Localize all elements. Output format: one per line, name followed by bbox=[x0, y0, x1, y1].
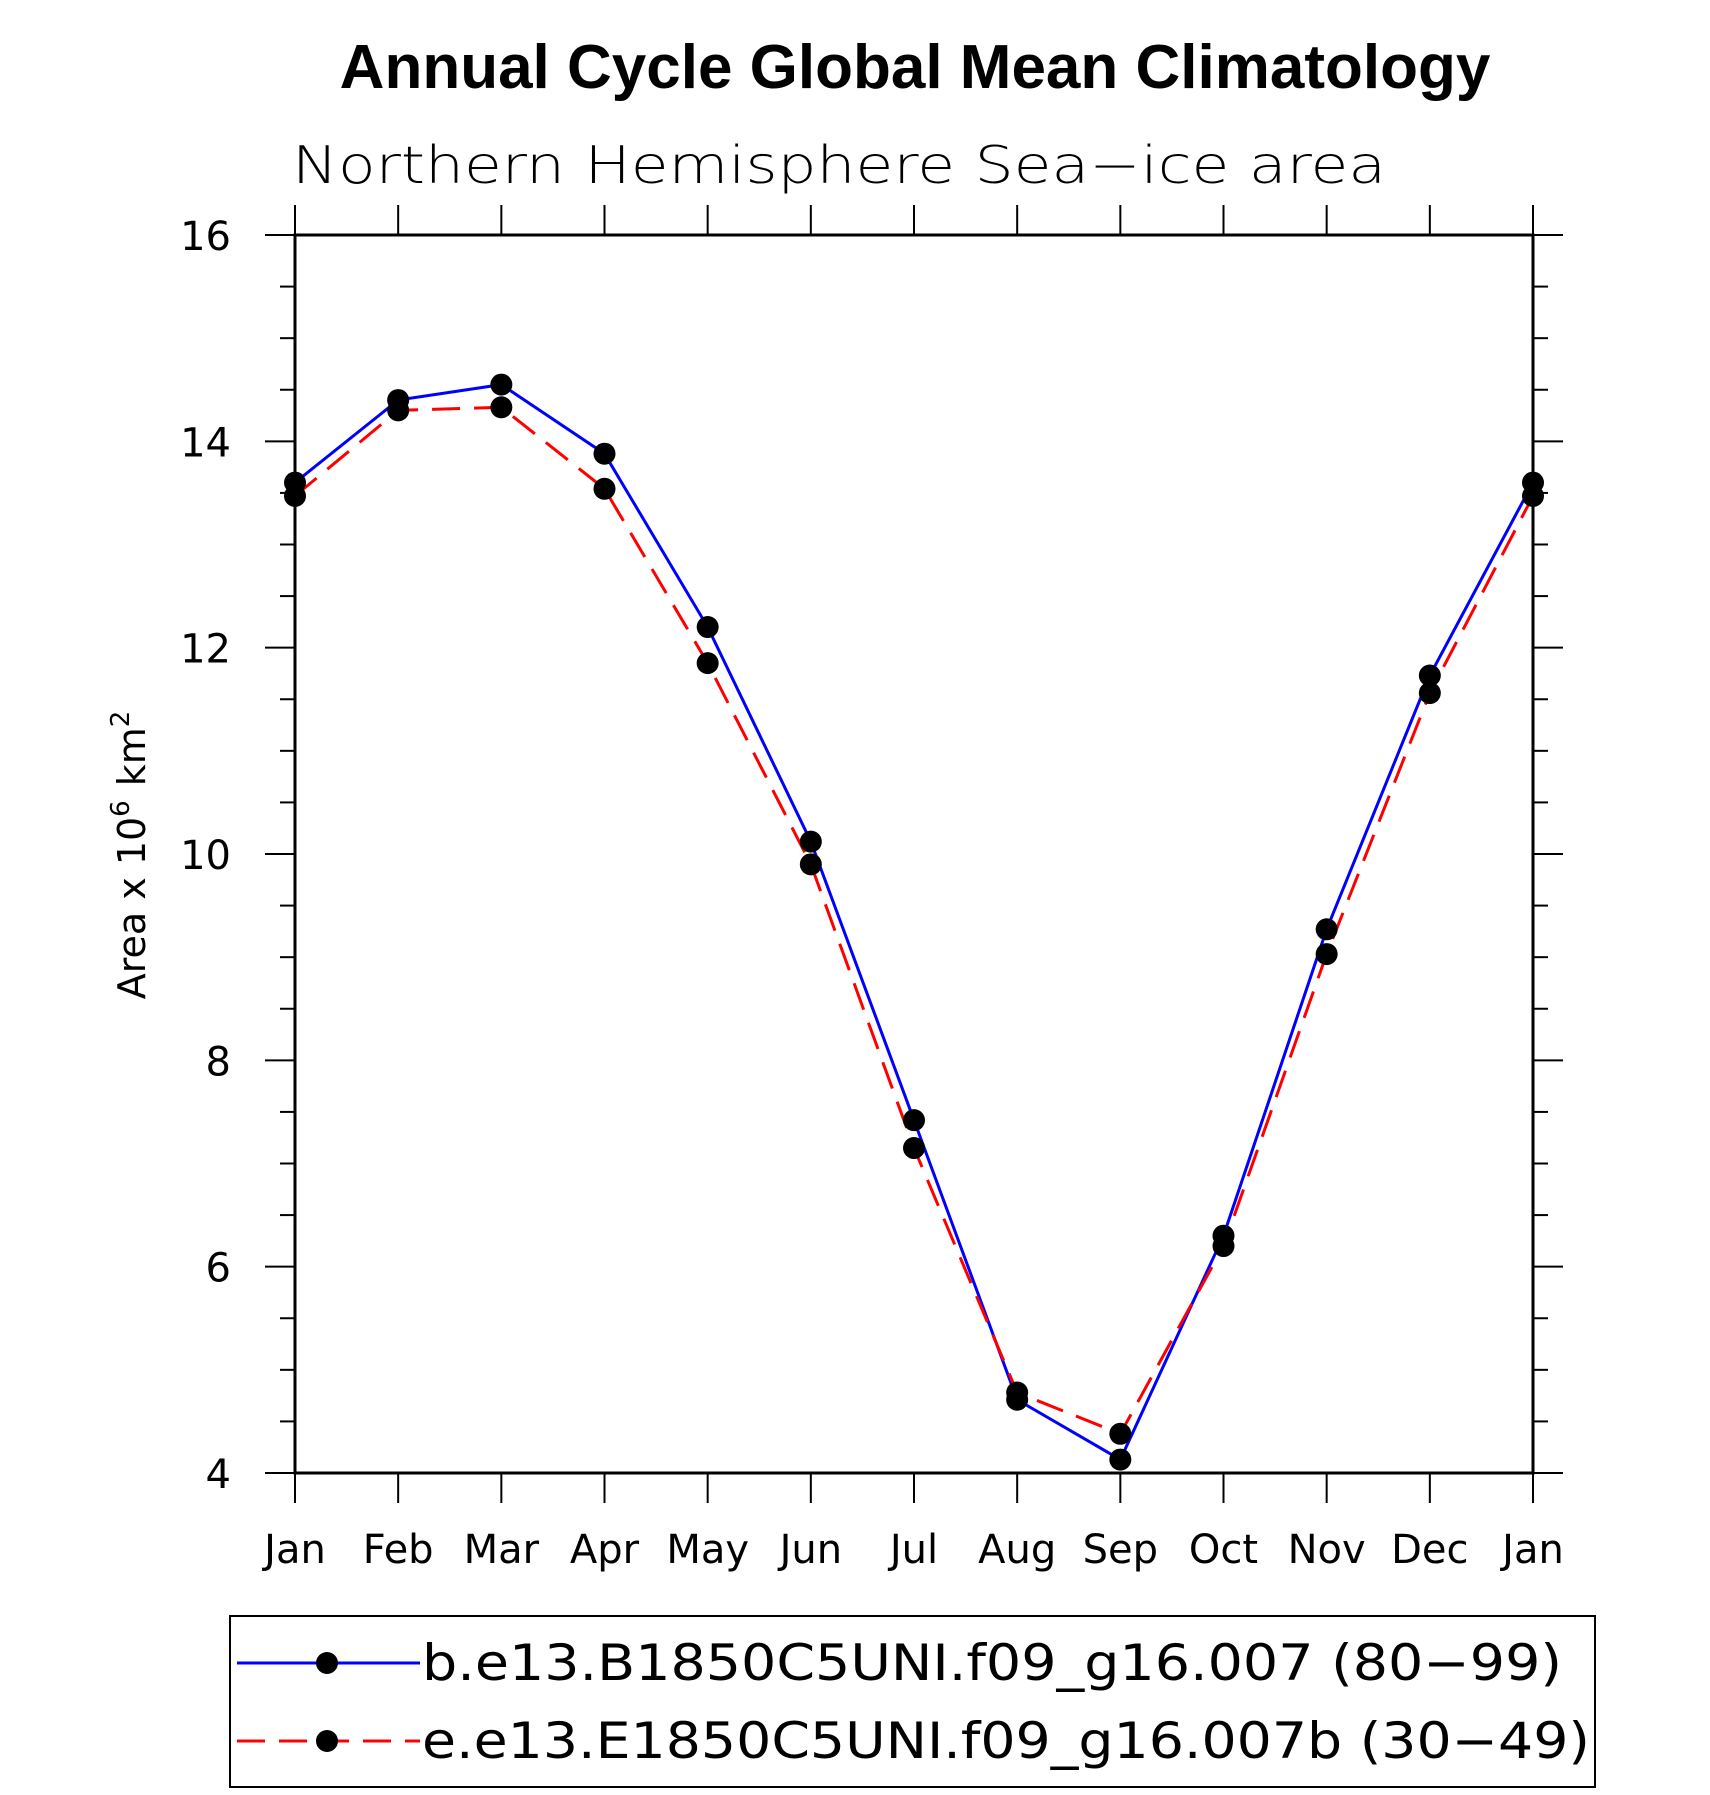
legend-label-0: b.e13.B1850C5UNI.f09_g16.007 (80−99) bbox=[422, 1634, 1562, 1692]
series-0-point bbox=[1418, 664, 1441, 687]
x-tick-label: Aug bbox=[978, 1527, 1056, 1573]
x-tick-label: Jul bbox=[887, 1527, 938, 1573]
plot-frame bbox=[293, 233, 1535, 1475]
y-axis-label-unit: km bbox=[110, 727, 154, 786]
series-0-point bbox=[490, 373, 513, 396]
series-1-point bbox=[1109, 1422, 1132, 1445]
x-tick-labels: Jan Feb Mar Apr May Jun Jul Aug Sep Oct Nov Dec Jan bbox=[261, 1527, 1564, 1573]
x-tick-label: Nov bbox=[1288, 1527, 1366, 1573]
series-1-point bbox=[1418, 682, 1441, 705]
y-axis-label-unit-sup: 2 bbox=[106, 711, 136, 728]
series-line-1 bbox=[294, 405, 1535, 1436]
series-0-point bbox=[1315, 918, 1338, 941]
series-1-point bbox=[490, 396, 513, 419]
x-tick-label: Oct bbox=[1189, 1527, 1258, 1573]
y-tick-label: 8 bbox=[206, 1039, 231, 1085]
x-tick-label: Jan bbox=[261, 1527, 326, 1573]
y-axis-label-sup: 6 bbox=[106, 800, 136, 817]
y-tick-label: 4 bbox=[206, 1452, 231, 1498]
y-tick-label: 12 bbox=[180, 627, 231, 673]
series-1-point bbox=[1212, 1235, 1235, 1258]
series-1-point bbox=[799, 853, 822, 876]
series-1-point bbox=[1006, 1381, 1029, 1404]
series-layer bbox=[284, 373, 1544, 1471]
series-1-point bbox=[284, 485, 306, 508]
legend: b.e13.B1850C5UNI.f09_g16.007 (80−99) e.e… bbox=[229, 1615, 1596, 1788]
series-1-point bbox=[1522, 485, 1544, 508]
y-tick-label: 16 bbox=[180, 214, 231, 260]
legend-label-1: e.e13.E1850C5UNI.f09_g16.007b (30−49) bbox=[422, 1712, 1590, 1770]
x-tick-label: Sep bbox=[1083, 1527, 1158, 1573]
axis-ticks bbox=[265, 205, 1563, 1503]
legend-box bbox=[229, 1615, 1596, 1788]
y-axis-label-text: Area x 10 bbox=[110, 817, 154, 999]
series-0-point bbox=[1109, 1448, 1132, 1471]
x-tick-label: Apr bbox=[570, 1527, 640, 1573]
series-1-point bbox=[387, 399, 410, 422]
series-1-point bbox=[1315, 943, 1338, 966]
series-1-point bbox=[696, 652, 719, 675]
x-tick-label: Mar bbox=[464, 1527, 540, 1573]
series-0-point bbox=[696, 616, 719, 639]
chart-subtitle: Northern Hemisphere Sea−ice area bbox=[292, 136, 1386, 196]
y-axis-label: Area x 106 km2 bbox=[106, 711, 154, 1000]
legend-marker-1 bbox=[316, 1730, 338, 1752]
x-tick-label: May bbox=[666, 1527, 749, 1573]
x-tick-label: Jun bbox=[777, 1527, 843, 1573]
series-1-point bbox=[903, 1137, 925, 1160]
y-tick-label: 10 bbox=[180, 833, 231, 879]
chart-title: Annual Cycle Global Mean Climatology bbox=[340, 33, 1491, 102]
x-tick-label: Dec bbox=[1391, 1527, 1468, 1573]
x-tick-label: Jan bbox=[1499, 1527, 1564, 1573]
y-tick-labels: 4 6 8 10 12 14 16 bbox=[180, 214, 231, 1498]
x-tick-label: Feb bbox=[363, 1527, 434, 1573]
legend-marker-0 bbox=[316, 1652, 338, 1674]
y-tick-label: 14 bbox=[180, 420, 231, 466]
series-line-0 bbox=[294, 383, 1535, 1462]
series-0-point bbox=[799, 830, 822, 853]
series-1-point bbox=[593, 477, 616, 500]
series-0-point bbox=[593, 442, 616, 465]
series-0-point bbox=[903, 1109, 925, 1132]
y-tick-label: 6 bbox=[206, 1246, 231, 1292]
